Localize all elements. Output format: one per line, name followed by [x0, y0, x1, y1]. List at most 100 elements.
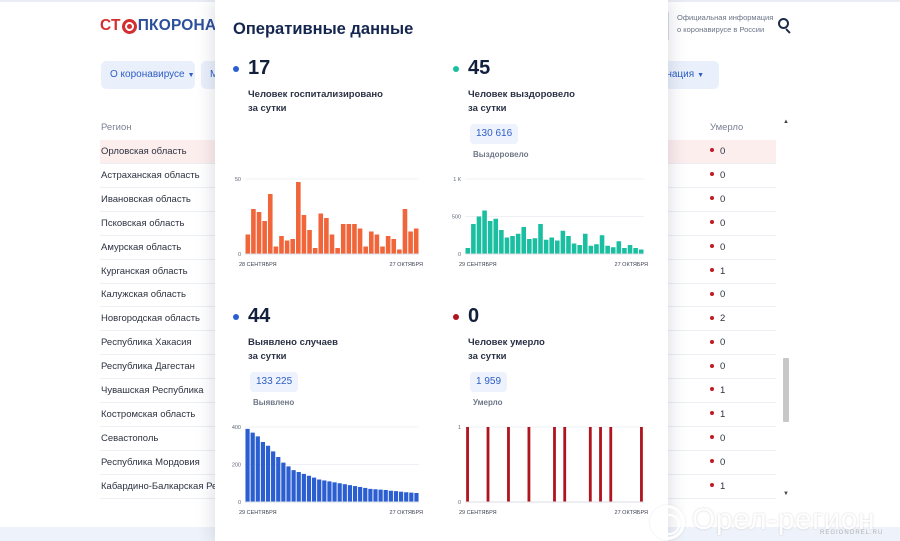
chart-bar[interactable] [577, 245, 582, 254]
chart-bar[interactable] [347, 485, 353, 502]
chart-bar[interactable] [627, 245, 633, 254]
chart-bar[interactable] [279, 236, 284, 254]
chart-bar[interactable] [286, 466, 291, 502]
chart-bar[interactable] [476, 216, 482, 255]
chart-bar[interactable] [307, 230, 312, 254]
chart-bar[interactable] [409, 492, 414, 502]
chart-bar[interactable] [471, 224, 476, 254]
chart-bar[interactable] [262, 221, 267, 254]
chart-bar[interactable] [378, 489, 383, 502]
chart-bar[interactable] [532, 238, 538, 254]
chart-bar[interactable] [605, 245, 610, 254]
chart-bar[interactable] [465, 248, 471, 254]
chart-bar[interactable] [553, 427, 556, 502]
chart-bar[interactable] [256, 212, 262, 254]
chart-bar[interactable] [358, 487, 363, 502]
chart-bar[interactable] [318, 213, 324, 255]
chart-bar[interactable] [588, 427, 592, 502]
chart-bar[interactable] [499, 230, 504, 254]
chart-bar[interactable] [486, 427, 490, 502]
scroll-down-arrow-icon[interactable]: ▼ [783, 491, 789, 497]
chart-bar[interactable] [408, 231, 413, 255]
search-icon[interactable] [778, 18, 792, 34]
chart-bar[interactable] [571, 243, 577, 255]
scroll-up-arrow-icon[interactable]: ▲ [783, 119, 789, 125]
chart-bar[interactable] [398, 491, 404, 502]
chart-bar[interactable] [357, 228, 363, 255]
chart-bar[interactable] [414, 493, 419, 502]
chart-bar[interactable] [245, 234, 251, 255]
chart-bar[interactable] [260, 442, 266, 502]
chart-bar[interactable] [466, 427, 469, 502]
chart-bar[interactable] [393, 491, 399, 502]
table-scrollbar[interactable]: ▲ ▼ [782, 118, 790, 498]
chart-bar[interactable] [380, 246, 385, 255]
chart-bar[interactable] [273, 246, 279, 255]
chart-bar[interactable] [633, 248, 638, 254]
chart-bar[interactable] [301, 473, 306, 502]
chart-bar[interactable] [337, 483, 342, 502]
chart-bar[interactable] [271, 451, 276, 502]
chart-bar[interactable] [594, 244, 599, 254]
chart-bar[interactable] [566, 236, 571, 254]
chart-bar[interactable] [527, 239, 532, 254]
chart-bar[interactable] [332, 482, 337, 502]
site-logo[interactable]: СТ ПКОРОНАВИ [100, 14, 239, 38]
chart-bar[interactable] [335, 248, 340, 254]
chart-bar[interactable] [346, 224, 352, 254]
chart-bar[interactable] [374, 234, 380, 255]
chart-bar[interactable] [609, 427, 613, 502]
chart-bar[interactable] [301, 215, 307, 254]
chart-bar[interactable] [402, 209, 408, 254]
chart-bar[interactable] [250, 432, 255, 502]
nav-about-covid[interactable]: О коронавирусе ▼ [101, 61, 195, 89]
chart-bar[interactable] [267, 194, 273, 254]
official-info[interactable]: Официальная информация о коронавирусе в … [668, 12, 773, 40]
chart-bar[interactable] [397, 249, 402, 255]
chart-bar[interactable] [487, 221, 493, 254]
chart-bar[interactable] [352, 224, 357, 254]
chart-bar[interactable] [311, 477, 317, 502]
chart-bar[interactable] [555, 240, 560, 255]
chart-bar[interactable] [507, 427, 510, 502]
chart-bar[interactable] [317, 479, 322, 503]
chart-bar[interactable] [329, 234, 335, 255]
chart-bar[interactable] [284, 240, 290, 255]
chart-bar[interactable] [482, 210, 487, 255]
chart-bar[interactable] [588, 245, 594, 254]
chart-bar[interactable] [255, 436, 260, 502]
chart-bar[interactable] [352, 486, 358, 502]
chart-bar[interactable] [610, 247, 616, 254]
chart-bar[interactable] [296, 472, 301, 502]
chart-bar[interactable] [527, 427, 531, 502]
chart-bar[interactable] [324, 218, 329, 254]
chart-bar[interactable] [363, 246, 368, 255]
chart-bar[interactable] [281, 462, 286, 502]
chart-bar[interactable] [515, 233, 521, 254]
chart-bar[interactable] [322, 480, 327, 502]
chart-bar[interactable] [391, 239, 397, 254]
chart-bar[interactable] [388, 490, 393, 502]
scroll-thumb[interactable] [783, 358, 789, 422]
chart-bar[interactable] [385, 236, 391, 254]
chart-bar[interactable] [312, 248, 318, 254]
chart-bar[interactable] [560, 230, 566, 254]
column-header-region[interactable]: Регион [101, 122, 132, 133]
chart-bar[interactable] [363, 487, 368, 502]
chart-bar[interactable] [543, 239, 549, 254]
chart-bar[interactable] [340, 224, 346, 254]
chart-bar[interactable] [327, 481, 332, 502]
chart-bar[interactable] [265, 445, 271, 502]
chart-bar[interactable] [493, 218, 499, 254]
chart-bar[interactable] [549, 237, 554, 255]
chart-bar[interactable] [306, 475, 312, 502]
column-header-died[interactable]: Умерло [710, 122, 744, 133]
chart-bar[interactable] [640, 427, 643, 502]
chart-bar[interactable] [510, 236, 515, 254]
chart-bar[interactable] [373, 489, 378, 502]
chart-bar[interactable] [504, 237, 510, 255]
chart-bar[interactable] [290, 239, 296, 254]
chart-bar[interactable] [599, 427, 602, 502]
chart-bar[interactable] [404, 492, 409, 502]
chart-bar[interactable] [251, 209, 256, 254]
